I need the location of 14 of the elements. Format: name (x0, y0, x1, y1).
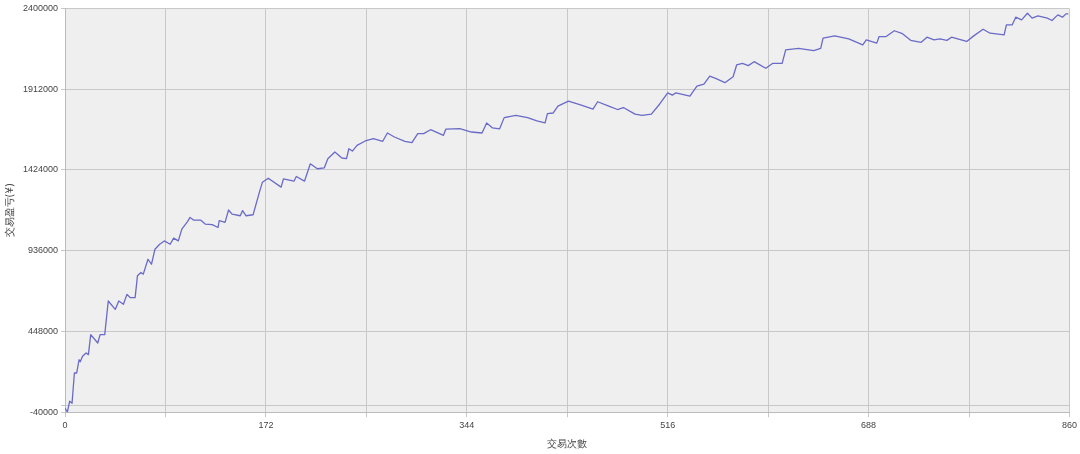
x-tick-label: 516 (660, 420, 676, 431)
x-axis-title: 交易次數 (547, 437, 588, 449)
y-tick-label: 2400000 (22, 2, 59, 13)
x-tick-label: 688 (861, 420, 877, 431)
y-tick-label: -40000 (30, 406, 59, 417)
x-tick-label: 344 (459, 420, 475, 431)
y-tick-label: 1424000 (22, 164, 59, 175)
y-axis-title: 交易盈亏(¥) (3, 183, 15, 238)
x-tick-label: 172 (258, 420, 274, 431)
y-tick-label: 936000 (27, 245, 59, 256)
y-tick-label: 1912000 (22, 83, 59, 94)
y-tick-label: 448000 (27, 325, 59, 336)
x-tick-label: 860 (1061, 420, 1078, 431)
x-tick-label: 0 (62, 420, 68, 431)
